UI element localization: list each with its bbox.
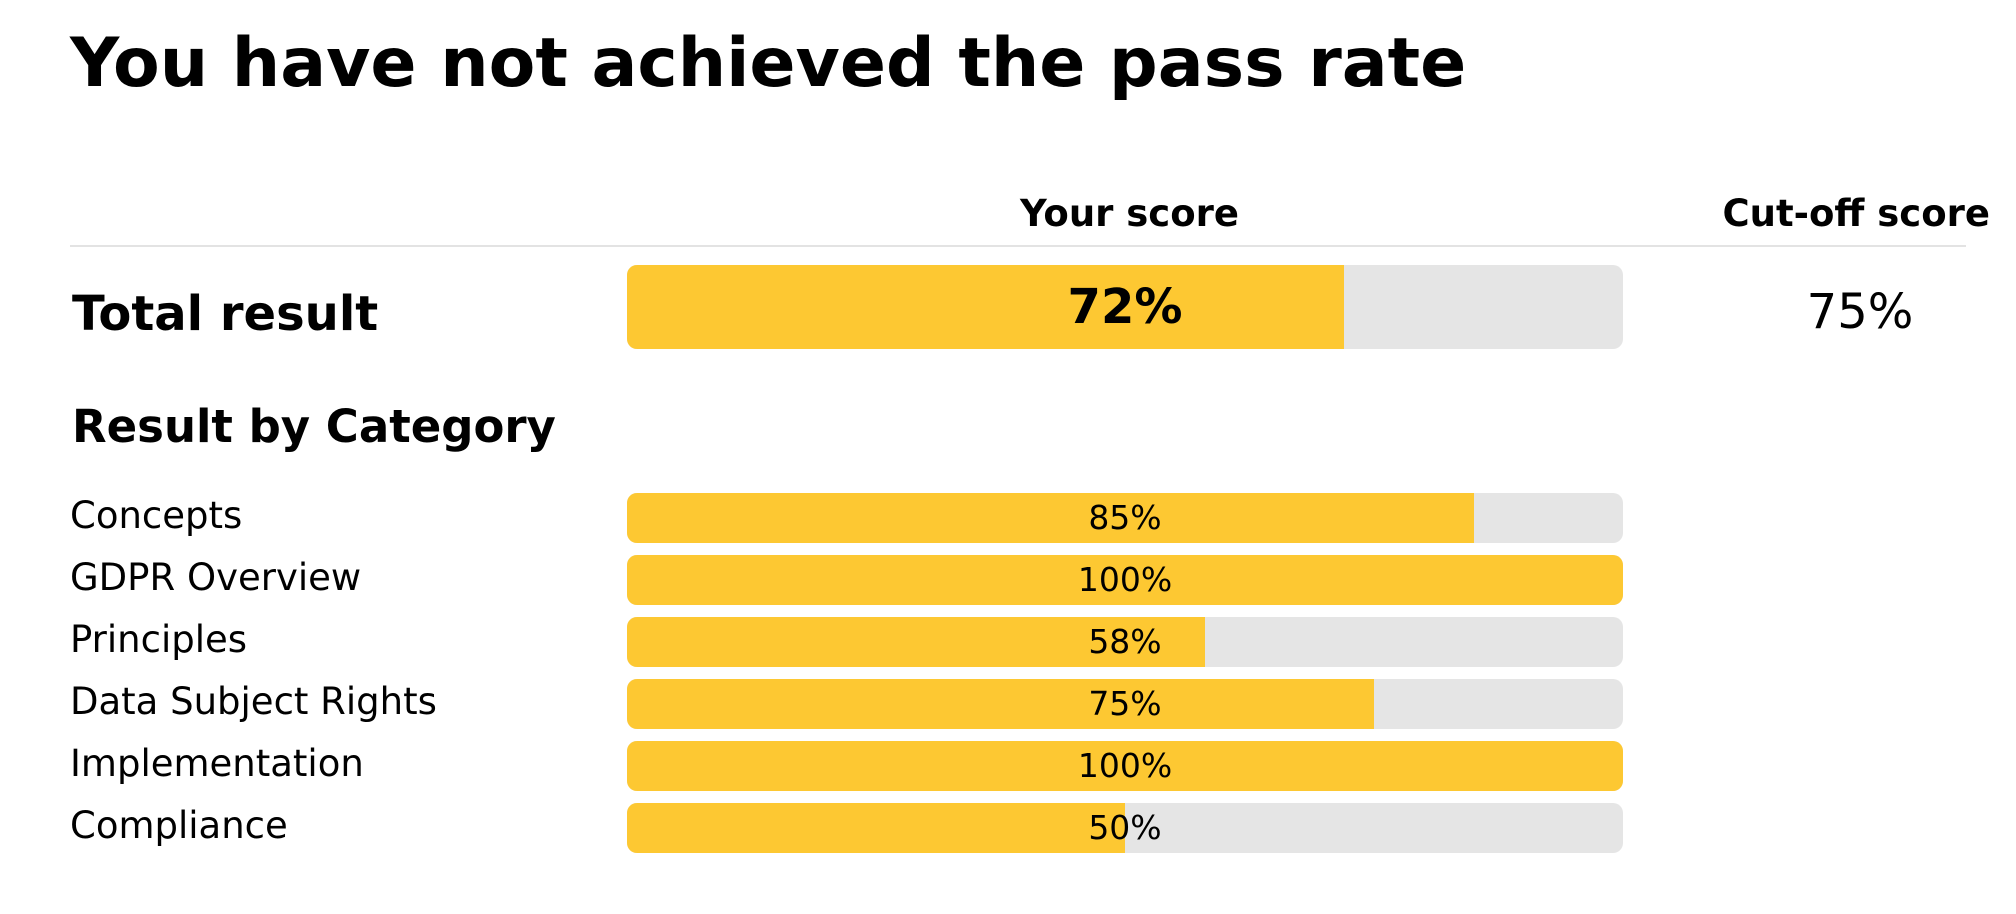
- category-score-bar: 58%: [627, 617, 1623, 667]
- category-label: Implementation: [70, 742, 364, 785]
- category-score-value: 100%: [1077, 746, 1173, 785]
- header-divider: [70, 245, 1966, 247]
- category-score-bar: 75%: [627, 679, 1623, 729]
- category-label: Data Subject Rights: [70, 680, 437, 723]
- category-label: Principles: [70, 618, 248, 661]
- page-title: You have not achieved the pass rate: [70, 24, 1467, 103]
- total-score-bar: 72%: [627, 265, 1623, 349]
- total-score-fill: [627, 265, 1345, 349]
- category-score-value: 58%: [1088, 622, 1162, 661]
- category-score-value: 85%: [1088, 498, 1162, 537]
- category-label: GDPR Overview: [70, 556, 362, 599]
- category-score-fill: [627, 493, 1474, 543]
- category-score-bar: 100%: [627, 555, 1623, 605]
- total-cutoff-value: 75%: [1806, 284, 1914, 340]
- category-score-fill: [627, 741, 1623, 791]
- category-score-value: 75%: [1088, 684, 1162, 723]
- cutoff-score-header: Cut-off score: [1722, 192, 1990, 235]
- category-label: Compliance: [70, 804, 288, 847]
- category-score-bar: 85%: [627, 493, 1623, 543]
- category-score-fill: [627, 617, 1205, 667]
- category-score-fill: [627, 679, 1374, 729]
- category-section-title: Result by Category: [72, 400, 556, 453]
- total-result-label: Total result: [72, 286, 379, 342]
- category-label: Concepts: [70, 494, 243, 537]
- category-score-bar: 100%: [627, 741, 1623, 791]
- category-score-value: 50%: [1088, 808, 1162, 847]
- total-score-value: 72%: [1067, 279, 1183, 335]
- category-score-fill: [627, 803, 1125, 853]
- your-score-header: Your score: [1020, 192, 1240, 235]
- category-score-value: 100%: [1077, 560, 1173, 599]
- category-score-bar: 50%: [627, 803, 1623, 853]
- category-score-fill: [627, 555, 1623, 605]
